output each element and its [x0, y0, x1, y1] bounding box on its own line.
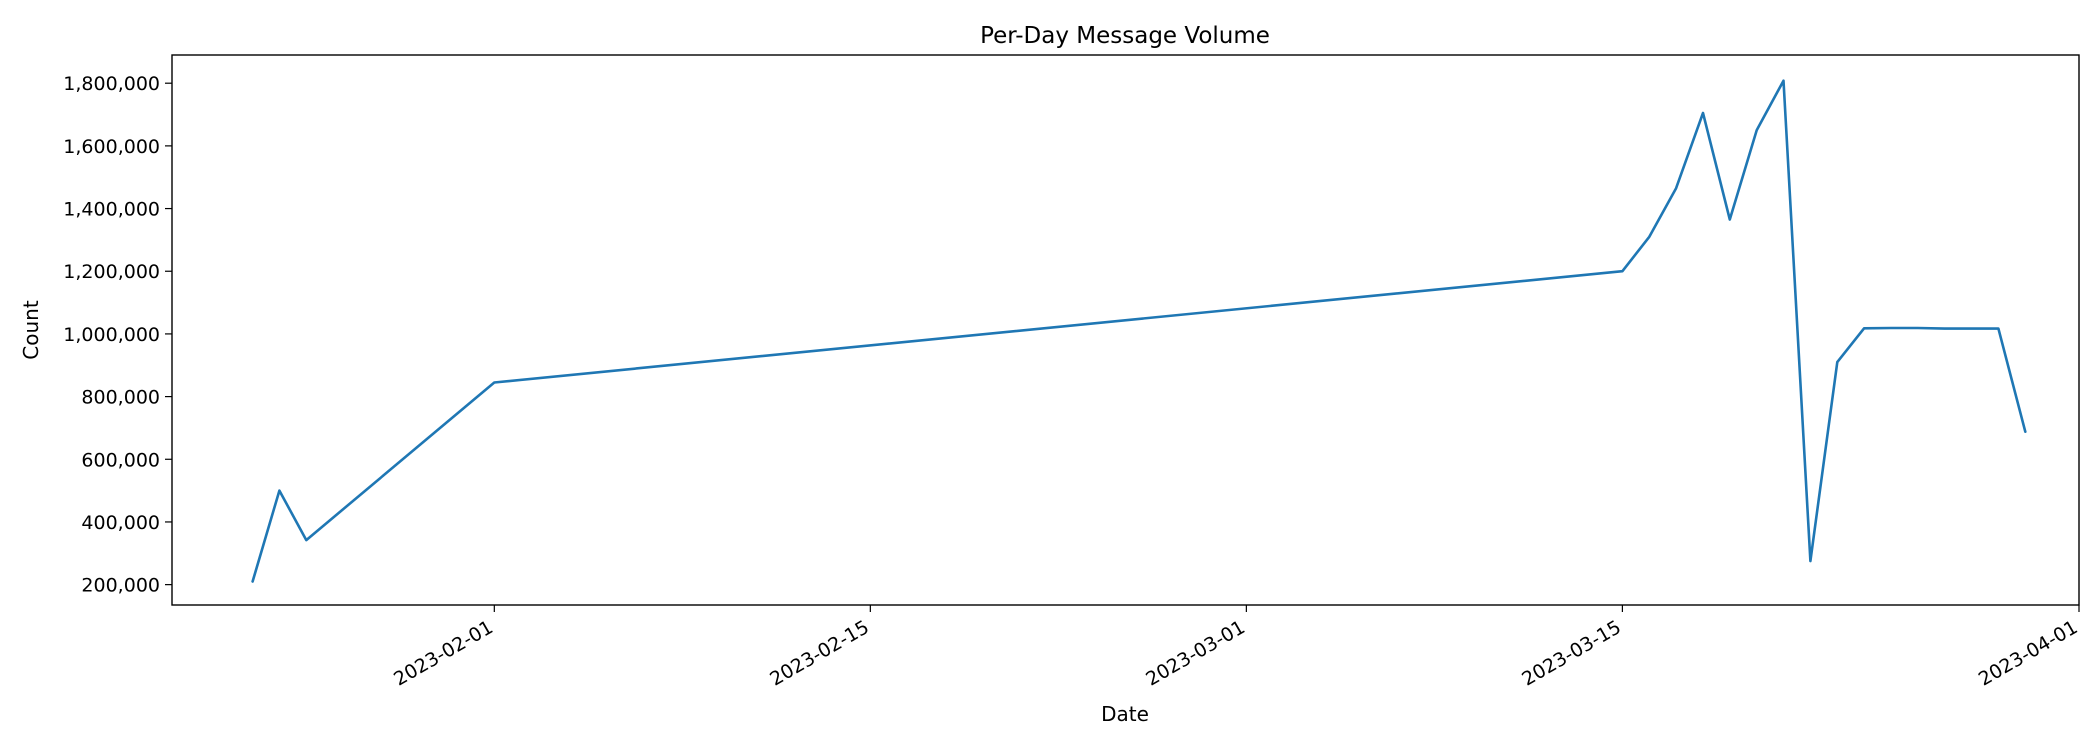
- x-axis-title: Date: [1101, 702, 1149, 726]
- y-tick-label: 1,600,000: [63, 136, 160, 158]
- y-tick-label: 800,000: [81, 387, 160, 409]
- series-layer: [251, 79, 2027, 583]
- y-axis-title: Count: [19, 300, 43, 360]
- chart-title: Per-Day Message Volume: [980, 23, 1270, 49]
- y-tick-label: 1,800,000: [63, 73, 160, 95]
- plot-frame: [171, 54, 2080, 606]
- y-tick-label: 400,000: [81, 512, 160, 534]
- y-axis: 200,000 400,000 600,000 800,000 1,000,000 1,2…: [63, 73, 172, 597]
- series-line: [251, 79, 2027, 583]
- y-tick-label: 1,200,000: [63, 261, 160, 283]
- y-tick-label: 600,000: [81, 449, 160, 471]
- y-tick-label: 200,000: [81, 575, 160, 597]
- y-tick-label: 1,400,000: [63, 199, 160, 221]
- y-tick-label: 1,000,000: [63, 324, 160, 346]
